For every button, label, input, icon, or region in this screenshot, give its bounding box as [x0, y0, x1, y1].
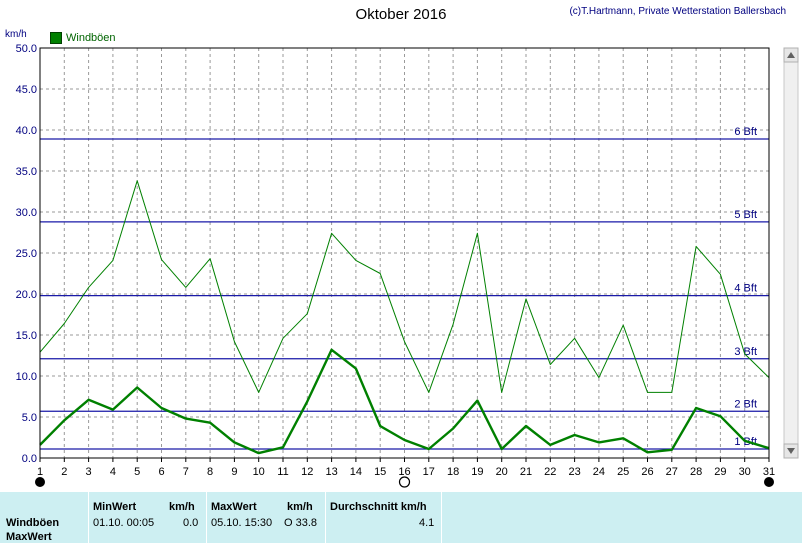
x-tick-label: 14 — [350, 466, 362, 478]
beaufort-label: 2 Bft — [734, 398, 757, 410]
x-tick-label: 17 — [423, 466, 435, 478]
x-tick-label: 22 — [544, 466, 556, 478]
x-tick-label: 3 — [86, 466, 92, 478]
min-value: 0.0 — [183, 517, 199, 529]
y-tick-label: 45.0 — [16, 84, 37, 96]
beaufort-label: 3 Bft — [734, 346, 757, 358]
x-tick-label: 4 — [110, 466, 116, 478]
min-time: 01.10. 00:05 — [93, 517, 155, 529]
x-tick-label: 5 — [134, 466, 140, 478]
y-tick-label: 15.0 — [16, 330, 37, 342]
min-unit-header: km/h — [169, 501, 195, 513]
x-tick-label: 30 — [739, 466, 751, 478]
x-tick-label: 1 — [37, 466, 43, 478]
x-tick-label: 2 — [61, 466, 67, 478]
chart-title: Oktober 2016 — [355, 6, 447, 23]
y-axis-unit: km/h — [5, 29, 27, 40]
x-tick-label: 31 — [763, 466, 775, 478]
statistics-panel: MinWert km/h MaxWert km/h Durchschnitt k… — [0, 492, 802, 543]
x-tick-label: 9 — [231, 466, 237, 478]
min-header: MinWert — [93, 501, 137, 513]
x-tick-label: 25 — [617, 466, 629, 478]
axes: 0.0 5.0 10.0 15.0 20.0 25.0 30.0 35.0 40.0 45.0 50… — [16, 43, 776, 478]
x-tick-label: 12 — [301, 466, 313, 478]
x-tick-label: 10 — [253, 466, 265, 478]
avg-value: 4.1 — [419, 517, 435, 529]
series-group — [39, 180, 770, 455]
y-tick-label: 30.0 — [16, 207, 37, 219]
vertical-scrollbar[interactable] — [783, 47, 799, 459]
beaufort-label: 4 Bft — [734, 283, 757, 295]
grid-lines — [40, 48, 769, 458]
y-tick-label: 20.0 — [16, 289, 37, 301]
y-tick-label: 40.0 — [16, 125, 37, 137]
x-tick-label: 16 — [398, 466, 410, 478]
max-time: 05.10. 15:30 — [211, 517, 273, 529]
x-tick-label: 19 — [471, 466, 483, 478]
new-moon-icon — [35, 477, 45, 487]
x-tick-label: 7 — [183, 466, 189, 478]
y-tick-label: 35.0 — [16, 166, 37, 178]
x-tick-label: 24 — [593, 466, 605, 478]
series-line-max — [39, 180, 770, 393]
x-tick-label: 8 — [207, 466, 213, 478]
row-label-maxwert: MaxWert — [6, 531, 52, 543]
series-line-average — [39, 348, 770, 455]
copyright-text: (c)T.Hartmann, Private Wetterstation Bal… — [569, 6, 786, 17]
x-tick-label: 13 — [325, 466, 337, 478]
y-tick-label: 0.0 — [22, 453, 37, 465]
x-tick-label: 27 — [666, 466, 678, 478]
x-tick-label: 15 — [374, 466, 386, 478]
legend: Windböen — [50, 32, 116, 44]
max-header: MaxWert — [211, 501, 257, 513]
x-tick-label: 6 — [158, 466, 164, 478]
y-tick-label: 50.0 — [16, 43, 37, 55]
avg-header: Durchschnitt km/h — [330, 501, 427, 513]
beaufort-label: 6 Bft — [734, 126, 757, 138]
scroll-down-arrow-icon — [787, 448, 795, 454]
y-tick-label: 10.0 — [16, 371, 37, 383]
max-unit-header: km/h — [287, 501, 313, 513]
y-tick-label: 5.0 — [22, 412, 37, 424]
legend-label: Windböen — [66, 32, 116, 44]
plot-frame — [39, 47, 770, 459]
scroll-up-arrow-icon — [787, 52, 795, 58]
beaufort-label: 5 Bft — [734, 209, 757, 221]
x-tick-label: 20 — [496, 466, 508, 478]
x-tick-label: 29 — [714, 466, 726, 478]
x-tick-label: 26 — [641, 466, 653, 478]
new-moon-icon — [764, 477, 774, 487]
full-moon-icon — [398, 476, 411, 488]
moon-markers — [35, 476, 774, 488]
row-label-windboeen: Windböen — [6, 517, 60, 529]
x-tick-label: 23 — [568, 466, 580, 478]
x-tick-label: 11 — [277, 466, 288, 478]
x-tick-label: 21 — [520, 466, 532, 478]
y-tick-label: 25.0 — [16, 248, 37, 260]
x-tick-label: 18 — [447, 466, 459, 478]
max-value: O 33.8 — [284, 517, 318, 529]
legend-swatch — [50, 32, 62, 44]
x-tick-label: 28 — [690, 466, 702, 478]
